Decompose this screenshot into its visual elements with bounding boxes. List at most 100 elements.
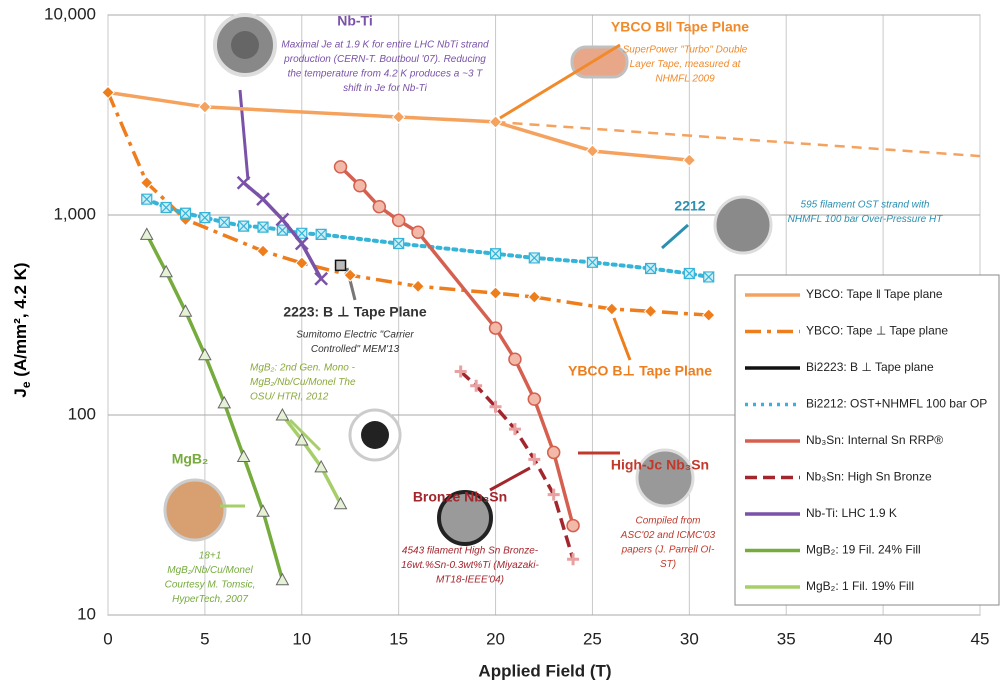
y-label-main: J xyxy=(11,388,30,397)
legend-label: Bi2223: B ⊥ Tape plane xyxy=(806,360,934,374)
x-tick-label: 35 xyxy=(777,629,796,648)
marker xyxy=(585,144,600,158)
annotation-title: 2212 xyxy=(674,198,705,214)
legend-label: MgB₂: 1 Fil. 19% Fill xyxy=(806,579,914,593)
marker xyxy=(314,271,329,286)
annotation-note: papers (J. Parrell OI- xyxy=(621,545,715,556)
marker xyxy=(275,407,290,421)
marker xyxy=(159,264,173,278)
y-label-sub: e xyxy=(19,381,33,388)
marker xyxy=(198,347,212,361)
marker xyxy=(198,100,212,114)
marker xyxy=(643,304,658,319)
marker xyxy=(256,504,270,517)
y-label-rest: (A/mm², 4.2 K) xyxy=(11,262,30,381)
x-tick-label: 15 xyxy=(389,629,408,648)
x-tick-label: 20 xyxy=(486,629,505,648)
annotation-note: Sumitomo Electric "Carrier xyxy=(296,330,414,341)
marker xyxy=(488,115,503,129)
annotation-note: OSU/ HTRI, 2012 xyxy=(250,392,329,403)
legend-label: Nb₃Sn: High Sn Bronze xyxy=(806,470,932,484)
annotation-title: Bronze Nb₃Sn xyxy=(413,489,507,505)
marker xyxy=(528,453,541,466)
annotation-note: ASC'02 and ICMC'03 xyxy=(620,530,716,541)
strand-image xyxy=(231,31,259,59)
marker xyxy=(527,290,542,304)
marker xyxy=(683,267,695,280)
y-tick-label: 10 xyxy=(77,604,96,623)
marker xyxy=(703,271,715,283)
marker xyxy=(275,212,290,227)
marker xyxy=(702,308,716,322)
marker xyxy=(218,216,230,228)
annotation-note: Compiled from xyxy=(635,516,700,527)
marker xyxy=(199,212,211,224)
marker xyxy=(393,237,405,250)
annotation-note: NHMFL 100 bar Over-Pressure HT xyxy=(788,214,944,225)
legend-label: MgB₂: 19 Fil. 24% Fill xyxy=(806,543,921,557)
marker xyxy=(567,553,580,566)
annotation-title: 2223: B ⊥ Tape Plane xyxy=(283,304,426,320)
marker xyxy=(372,199,387,214)
annotation-note: Controlled" MEM'13 xyxy=(311,344,400,355)
marker xyxy=(508,423,521,436)
series xyxy=(236,175,329,286)
series xyxy=(101,85,981,167)
series xyxy=(139,227,290,586)
marker xyxy=(527,392,542,406)
marker xyxy=(315,228,327,240)
annotation-note: HyperTech, 2007 xyxy=(172,594,248,605)
annotation-title: Nb-Ti xyxy=(337,13,373,29)
marker xyxy=(257,221,269,233)
marker xyxy=(276,224,288,236)
legend-label: Nb-Ti: LHC 1.9 K xyxy=(806,506,897,520)
annotation-note: Maximal Je at 1.9 K for entire LHC NbTi … xyxy=(281,40,489,51)
marker xyxy=(296,227,308,239)
marker xyxy=(179,207,192,219)
marker xyxy=(141,193,153,205)
marker xyxy=(489,248,502,260)
legend-label: Bi2212: OST+NHMFL 100 bar OP xyxy=(806,397,987,411)
annotation-note: 16wt.%Sn-0.3wt%Ti (Miyazaki- xyxy=(401,560,539,571)
annotation-title: YBCO B‖ Tape Plane xyxy=(611,19,749,35)
marker xyxy=(489,400,502,413)
series-line xyxy=(145,233,285,581)
x-tick-label: 10 xyxy=(292,629,311,648)
marker xyxy=(295,256,309,270)
annotation-note: 18+1 xyxy=(199,551,222,562)
x-tick-label: 40 xyxy=(874,629,893,648)
x-tick-label: 25 xyxy=(583,629,602,648)
marker xyxy=(488,286,503,300)
annotation-title: YBCO B⊥ Tape Plane xyxy=(568,363,712,379)
marker xyxy=(160,201,172,214)
annotation-note: shift in Je for Nb-Ti xyxy=(343,83,428,94)
marker xyxy=(682,153,697,167)
series xyxy=(275,407,348,510)
marker xyxy=(236,449,251,463)
marker xyxy=(334,259,347,272)
tape-image xyxy=(570,45,629,79)
series xyxy=(454,365,580,566)
y-tick-label: 100 xyxy=(68,404,96,423)
legend: YBCO: Tape ǁ Tape plane YBCO: Tape ⊥ Tape… xyxy=(734,274,1000,606)
x-axis-label: Applied Field (T) xyxy=(478,661,611,680)
marker xyxy=(178,304,193,317)
marker xyxy=(411,279,425,294)
arrow xyxy=(238,89,250,181)
series-line xyxy=(281,413,343,505)
strand-image xyxy=(713,195,773,255)
marker xyxy=(411,225,425,239)
legend-label: Nb₃Sn: Internal Sn RRP® xyxy=(806,433,943,447)
annotation-note: ST) xyxy=(660,559,676,570)
marker xyxy=(343,268,357,282)
legend-label: YBCO: Tape ⊥ Tape plane xyxy=(806,324,948,338)
marker xyxy=(140,176,154,190)
annotation-note: 4543 filament High Sn Bronze- xyxy=(402,546,539,557)
legend-label: YBCO: Tape ǁ Tape plane xyxy=(806,287,943,301)
marker xyxy=(314,459,328,473)
marker xyxy=(101,85,115,100)
annotation-note: the temperature from 4.2 K produces a ~3… xyxy=(288,69,484,80)
marker xyxy=(256,192,270,207)
annotation-note: Courtesy M. Tomsic, xyxy=(165,580,256,591)
annotation-note: SuperPower "Turbo" Double xyxy=(623,45,748,56)
